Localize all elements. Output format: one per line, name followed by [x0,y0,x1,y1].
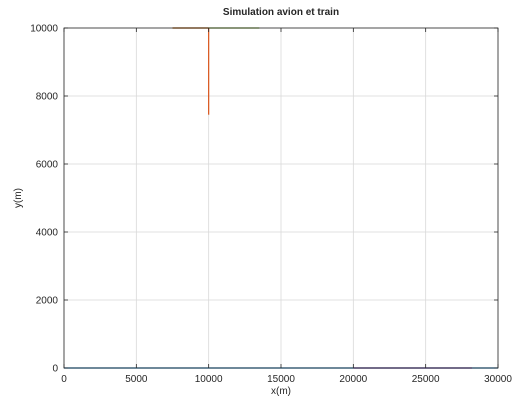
y-tick-label-0: 0 [52,364,58,375]
y-tick-label-5: 10000 [30,24,58,35]
y-tick-label-1: 2000 [36,296,59,307]
x-tick-label-5: 25000 [412,374,440,385]
y-tick-label-4: 8000 [36,92,59,103]
grid [63,27,499,369]
ticks: 0 5000 10000 15000 20000 25000 30000 0 2000 4000 6… [30,24,512,386]
x-tick-label-4: 20000 [339,374,367,385]
y-tick-label-2: 4000 [36,228,59,239]
y-tick-label-3: 6000 [36,160,59,171]
x-tick-label-0: 0 [61,374,67,385]
x-tick-label-3: 15000 [267,374,295,385]
x-tick-label-6: 30000 [484,374,512,385]
y-axis-label: y(m) [13,188,24,208]
x-axis-label: x(m) [271,386,291,397]
chart-title: Simulation avion et train [223,7,339,18]
x-tick-label-2: 10000 [195,374,223,385]
x-tick-label-1: 5000 [125,374,148,385]
